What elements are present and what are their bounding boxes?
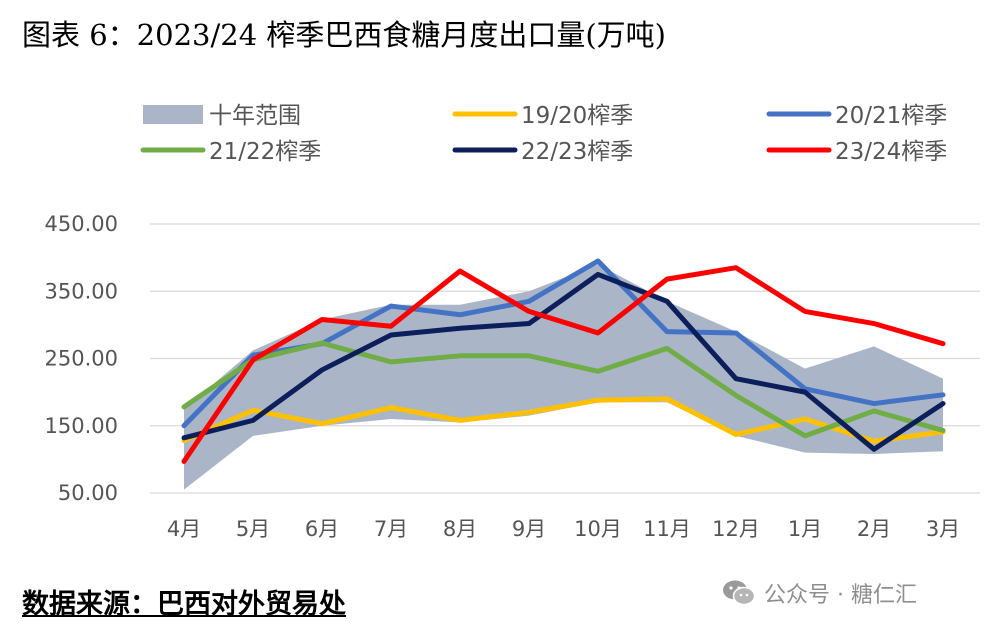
- legend-label-2324: 23/24榨季: [835, 139, 947, 165]
- legend: 十年范围 19/20榨季 20/21榨季 21/22榨季 22/23榨季 23/…: [140, 103, 947, 165]
- x-tick-label: 4月: [167, 517, 201, 541]
- x-tick-label: 3月: [926, 517, 960, 541]
- legend-label-2021: 20/21榨季: [835, 103, 947, 129]
- plot-area: 450.00 350.00 250.00 150.00 50.00 4月 5月 6月 7月 8月 9…: [45, 212, 980, 541]
- y-tick-label: 150.00: [45, 414, 118, 438]
- y-tick-label: 350.00: [45, 279, 118, 303]
- x-tick-label: 5月: [236, 517, 270, 541]
- x-tick-label: 9月: [512, 517, 546, 541]
- data-source: 数据来源：巴西对外贸易处: [22, 589, 346, 620]
- x-tick-label: 1月: [788, 517, 822, 541]
- x-tick-label: 8月: [443, 517, 477, 541]
- range-band: [184, 264, 943, 490]
- y-tick-label: 50.00: [58, 481, 118, 505]
- series-line-s2324: [181, 265, 946, 464]
- y-tick-label: 450.00: [45, 212, 118, 236]
- series-line-s1920: [181, 396, 946, 444]
- x-tick-label: 12月: [712, 517, 760, 541]
- x-tick-label: 2月: [857, 517, 891, 541]
- x-tick-label: 10月: [574, 517, 622, 541]
- legend-label-2122: 21/22榨季: [209, 139, 321, 165]
- watermark: 公众号 · 糖仁汇: [722, 577, 917, 609]
- legend-label-2223: 22/23榨季: [521, 139, 633, 165]
- x-tick-label: 11月: [643, 517, 691, 541]
- y-tick-label: 250.00: [45, 347, 118, 371]
- wechat-icon: [723, 580, 756, 606]
- legend-swatch-band: [143, 105, 203, 124]
- x-tick-label: 6月: [305, 517, 339, 541]
- legend-label-band: 十年范围: [209, 103, 301, 129]
- series-line-s2122: [181, 340, 946, 439]
- watermark-text: 公众号 · 糖仁汇: [764, 583, 917, 608]
- chart-title: 图表 6：2023/24 榨季巴西食糖月度出口量(万吨): [22, 18, 666, 52]
- series-line-s2223: [181, 271, 946, 452]
- legend-label-1920: 19/20榨季: [521, 103, 633, 129]
- x-tick-label: 7月: [374, 517, 408, 541]
